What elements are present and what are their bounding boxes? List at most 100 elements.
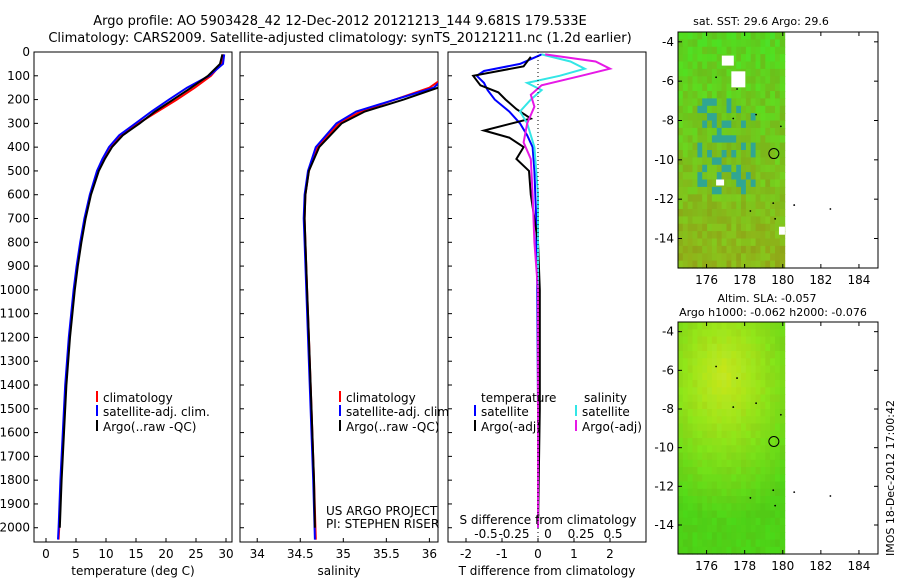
map-cell [750,142,757,151]
island-dot [779,413,782,416]
map-cell [692,113,698,122]
map-cell [755,54,761,63]
map-cell [750,372,757,381]
map-cell [702,467,708,475]
map-cell [770,430,776,439]
map-cell [702,91,708,99]
map-cell [755,445,761,454]
map-cell [678,194,684,203]
map-cell [736,488,742,497]
map-cell [755,401,761,410]
map-cell [716,54,723,63]
map-y-tick-label: -12 [654,479,674,493]
map-cell [682,54,689,63]
map-cell [775,438,781,446]
map-cell [697,423,703,432]
map-cell [736,416,742,425]
map-cell [702,186,708,195]
map-cell [678,179,684,188]
map-cell [678,46,684,55]
map-cell [741,172,747,181]
map-cell [697,245,703,254]
y-tick-label: 1900 [0,497,30,511]
map-cell [770,83,776,92]
map-cell [697,253,703,262]
map-cell [765,423,771,432]
map-cell [678,329,684,338]
map-cell [702,113,708,122]
map-cell [707,416,713,425]
map-cell [692,336,698,345]
map-cell [692,54,698,63]
map-cell [711,380,718,388]
map-cell [765,445,771,454]
map-cell [745,322,752,330]
map-cell [726,216,732,225]
map-cell [731,113,737,122]
map-cell [721,503,727,512]
map-cell [678,113,684,122]
map-cell [726,46,732,55]
salinity-xlabel: salinity [317,564,360,578]
map-cell [711,61,718,70]
map-cell [741,186,747,195]
header-line1: Argo profile: AO 5903428_42 12-Dec-2012 … [93,14,587,29]
map-cell [731,336,737,345]
difference-axes-frame [447,51,647,543]
map-cell [731,322,737,330]
temp-legend-satellite: satellite-adj. clim. [103,405,210,419]
map-cell [745,409,752,417]
map-cell [711,322,718,330]
map-cell [721,488,727,497]
map-cell [731,172,737,181]
temp-legend-climatology: climatology [103,391,173,405]
map-cell [678,525,684,533]
map-cell [692,372,698,381]
map-cell [736,135,742,144]
map-cell [770,329,776,338]
map-cell [775,401,781,410]
map-cell [692,216,698,225]
map-cell [760,539,766,548]
map-cell [745,113,752,122]
map-cell [755,135,761,144]
map-cell [707,216,713,225]
map-cell [779,416,786,425]
map-cell [678,322,684,330]
map-cell [765,253,771,262]
map-cell [745,459,752,468]
map-cell [711,525,718,533]
map-cell [736,503,742,512]
map-cell [687,172,694,181]
map-cell [726,238,732,247]
map-cell [760,260,766,269]
map-cell [779,474,786,483]
map-cell [770,532,776,541]
map-cell [755,260,761,269]
map-frame [677,31,879,269]
map-cell [741,231,747,240]
map-cell [731,186,737,195]
map-cell [716,164,723,173]
map-cell [741,539,747,548]
map-cell [770,142,776,151]
map-cell [775,322,781,330]
map-cell [702,127,708,136]
map-cell [770,372,776,381]
map-cell [765,209,771,217]
map-cell [770,150,776,158]
map-cell [692,150,698,158]
map-cell [707,329,713,338]
map-cell [697,488,703,497]
map-cell [750,46,757,55]
map-cell [707,46,713,55]
map-cell [755,336,761,345]
map-cell [682,260,689,269]
temperature-legend: climatology satellite-adj. clim. Argo(..… [103,391,210,434]
map-cell [760,135,766,144]
map-cell [721,164,727,173]
difference-panel: -2 -1 0 1 2-0.5 -0.25 0 0.25 0.5 temperature sal… [447,51,647,578]
map-cell [702,474,708,483]
map-cell [702,54,708,63]
map-cell [716,113,723,122]
